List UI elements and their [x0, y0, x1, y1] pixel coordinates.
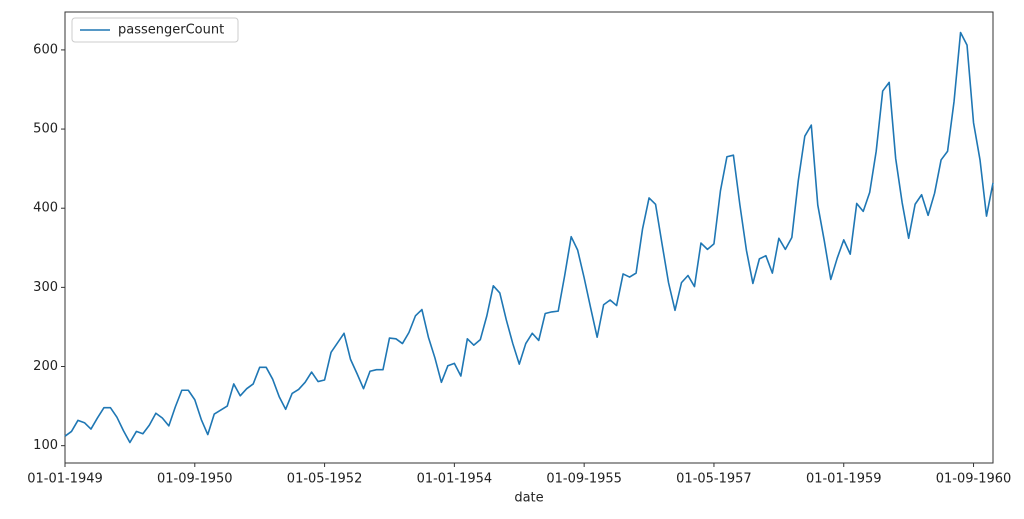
x-tick-label: 01-09-1950 [157, 472, 233, 487]
y-tick-label: 100 [33, 438, 58, 453]
x-tick-label: 01-01-1954 [417, 472, 493, 487]
y-tick-label: 400 [33, 201, 58, 216]
y-tick-label: 500 [33, 122, 58, 137]
x-tick-label: 01-05-1957 [676, 472, 752, 487]
data-line [64, 31, 994, 444]
y-tick-label: 600 [33, 42, 58, 57]
x-tick-label: 01-01-1959 [806, 472, 882, 487]
legend-box [71, 17, 239, 43]
y-tick-label: 300 [33, 280, 58, 295]
x-tick-label: 01-09-1955 [546, 472, 622, 487]
legend-label: passengerCount [118, 23, 224, 38]
plot-frame [64, 11, 994, 464]
y-tick-label: 200 [33, 359, 58, 374]
x-tick-label: 01-01-1949 [27, 472, 103, 487]
x-tick-label: 01-05-1952 [287, 472, 363, 487]
x-axis-label: date [514, 491, 543, 506]
x-tick-label: 01-09-1960 [936, 472, 1012, 487]
